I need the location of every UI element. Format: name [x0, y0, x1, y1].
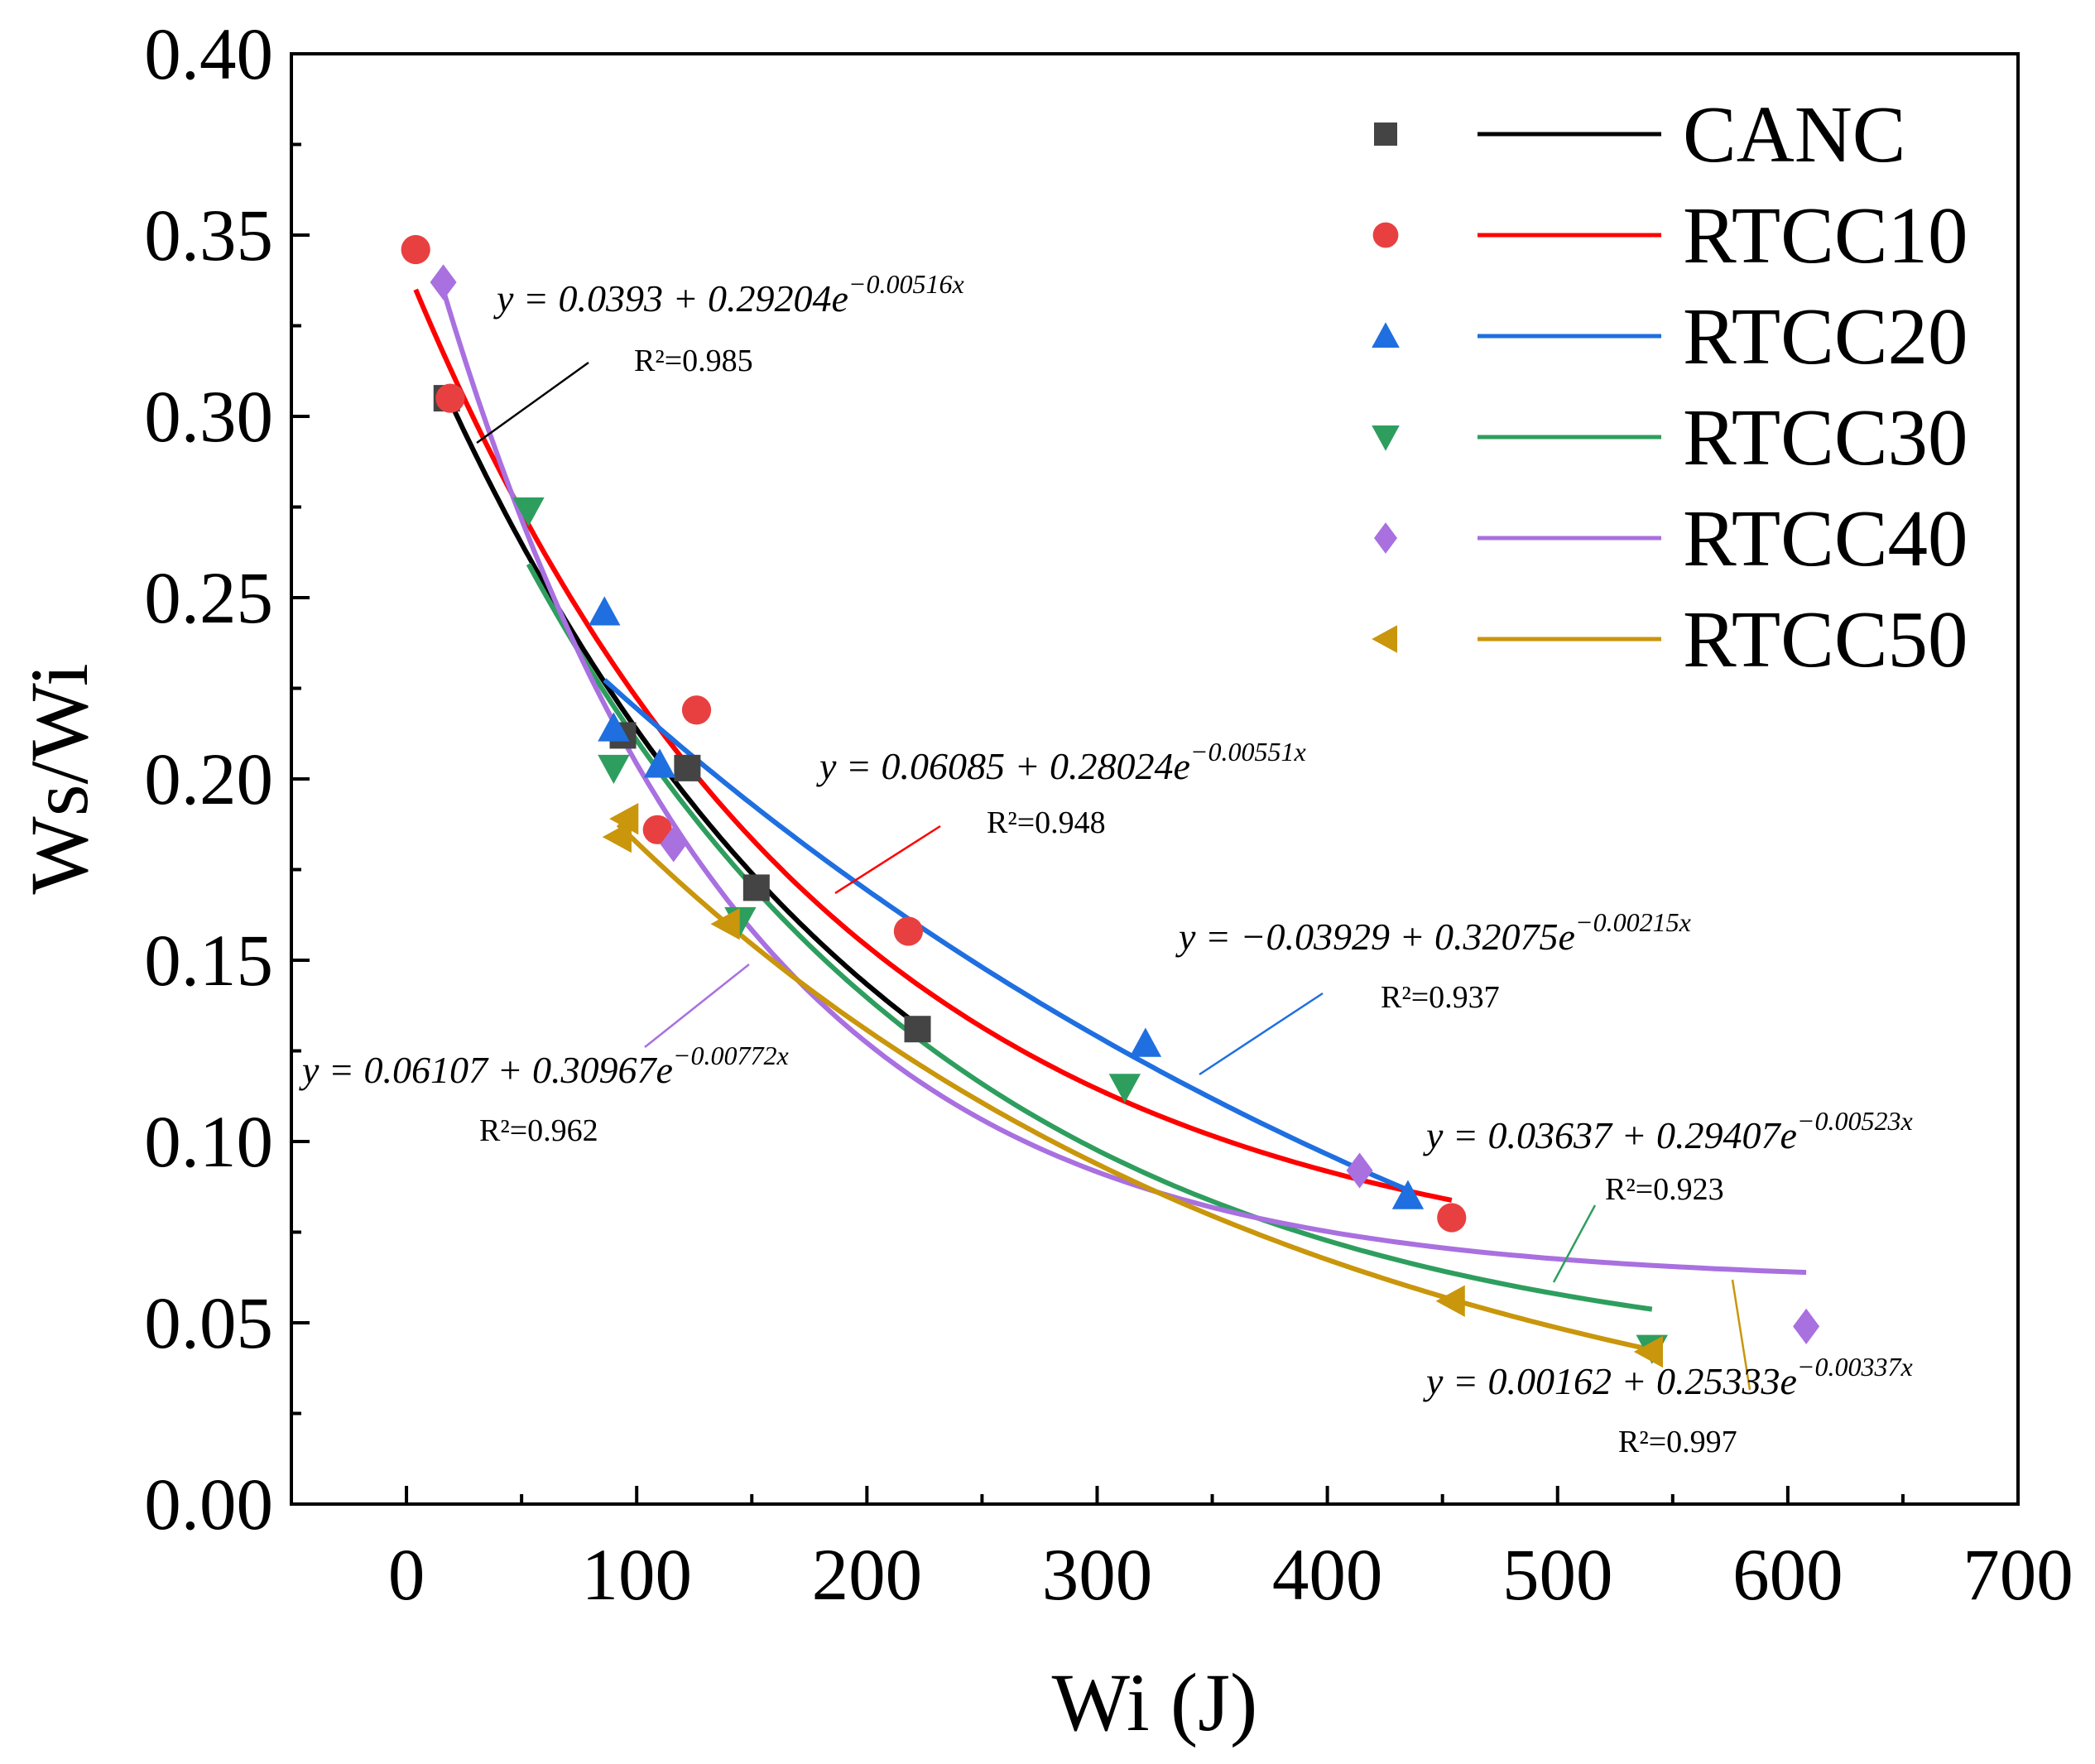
data-point-rtcc40	[1346, 1152, 1373, 1189]
fit-equation-rtcc20: y = −0.03929 + 0.32075e−0.00215x	[1175, 907, 1691, 958]
fit-curve-rtcc50	[616, 822, 1651, 1353]
legend-label-rtcc50: RTCC50	[1683, 595, 1968, 684]
data-point-rtcc20	[1391, 1180, 1425, 1209]
legend-marker-rtcc10	[1372, 222, 1399, 248]
y-tick-label: 0.25	[144, 558, 273, 639]
y-tick-label: 0.05	[144, 1283, 273, 1364]
fit-r2-canc: R²=0.985	[634, 344, 753, 378]
y-tick-label: 0.40	[144, 14, 273, 95]
fit-curve-rtcc20	[603, 678, 1410, 1193]
legend-marker-rtcc30	[1372, 425, 1400, 451]
legend-label-rtcc40: RTCC40	[1683, 494, 1968, 583]
fit-annotations: y = 0.0393 + 0.29204e−0.00516x R²=0.985 y …	[299, 269, 1913, 1459]
y-tick-label: 0.15	[144, 920, 273, 1002]
data-point-rtcc40	[430, 264, 457, 300]
fit-equation-rtcc30: y = 0.03637 + 0.29407e−0.00523x	[1423, 1106, 1913, 1156]
data-point-rtcc10	[1437, 1203, 1467, 1233]
y-tick-label: 0.20	[144, 739, 273, 820]
data-point-rtcc20	[598, 712, 630, 742]
legend-label-rtcc30: RTCC30	[1683, 393, 1968, 482]
annotation-pointer-rtcc30	[1552, 1204, 1597, 1283]
y-axis-title: Ws/Wi	[13, 663, 105, 894]
fit-r2-rtcc50: R²=0.997	[1618, 1425, 1737, 1459]
fit-curves	[413, 288, 1807, 1353]
data-point-rtcc10	[435, 383, 465, 413]
fit-curve-canc	[444, 392, 920, 1027]
axis-ticks: 0 100 200 300 400 500 600 700 0.00 0.05 0.10 0.15 0.…	[144, 14, 2073, 1616]
data-point-canc	[904, 1016, 931, 1043]
fit-equation-rtcc50: y = 0.00162 + 0.25333e−0.00337x	[1423, 1352, 1913, 1402]
legend-label-canc: CANC	[1683, 90, 1906, 179]
data-point-rtcc10	[893, 916, 923, 946]
data-point-rtcc50	[1633, 1335, 1663, 1368]
data-point-rtcc30	[1108, 1074, 1141, 1103]
data-point-rtcc40	[660, 826, 687, 863]
legend-marker-canc	[1374, 123, 1397, 146]
legend-marker-rtcc20	[1372, 322, 1400, 348]
y-tick-label: 0.10	[144, 1102, 273, 1183]
x-tick-label: 400	[1272, 1535, 1383, 1616]
data-point-rtcc20	[589, 596, 621, 626]
data-point-rtcc10	[401, 234, 430, 265]
data-point-rtcc50	[710, 908, 740, 940]
data-point-rtcc30	[598, 754, 630, 785]
data-point-rtcc50	[609, 802, 639, 835]
data-point-rtcc10	[642, 815, 672, 844]
x-tick-label: 0	[388, 1535, 425, 1616]
legend-label-rtcc20: RTCC20	[1683, 292, 1968, 381]
y-tick-label: 0.30	[144, 377, 273, 458]
data-point-rtcc40	[1793, 1308, 1820, 1344]
fit-r2-rtcc10: R²=0.948	[987, 805, 1106, 840]
legend: CANC RTCC10 RTCC20 RTCC30 RTCC40 RTCC50	[1372, 90, 1968, 684]
fit-r2-rtcc30: R²=0.923	[1605, 1172, 1724, 1207]
data-points	[401, 234, 1820, 1368]
data-point-rtcc50	[1435, 1285, 1465, 1317]
fit-equation-rtcc10: y = 0.06085 + 0.28024e−0.00551x	[816, 737, 1306, 787]
legend-marker-rtcc40	[1374, 522, 1397, 554]
x-tick-label: 700	[1963, 1535, 2073, 1616]
y-tick-label: 0.00	[144, 1464, 273, 1545]
fit-curve-rtcc40	[440, 289, 1807, 1276]
x-tick-label: 600	[1732, 1535, 1843, 1616]
data-point-canc	[674, 754, 701, 781]
data-point-rtcc10	[681, 695, 712, 725]
annotation-pointer-rtcc50	[1731, 1279, 1751, 1391]
fit-r2-rtcc20: R²=0.937	[1381, 980, 1500, 1015]
data-point-rtcc30	[512, 497, 545, 527]
annotation-pointer-rtcc20	[1199, 992, 1324, 1076]
legend-marker-rtcc50	[1372, 625, 1397, 653]
x-tick-label: 100	[581, 1535, 692, 1616]
annotation-pointer-canc	[476, 361, 589, 445]
fit-equation-canc: y = 0.0393 + 0.29204e−0.00516x	[493, 269, 964, 320]
annotation-pointer-rtcc10	[834, 824, 941, 895]
x-tick-label: 500	[1502, 1535, 1613, 1616]
data-point-rtcc50	[602, 820, 632, 853]
fit-curve-rtcc10	[413, 288, 1453, 1203]
legend-label-rtcc10: RTCC10	[1683, 191, 1968, 280]
data-point-rtcc20	[1129, 1027, 1162, 1057]
fit-equation-rtcc40: y = 0.06107 + 0.30967e−0.00772x	[299, 1041, 789, 1091]
x-tick-label: 300	[1042, 1535, 1153, 1616]
fit-curve-rtcc30	[526, 563, 1653, 1312]
data-point-rtcc20	[643, 748, 676, 778]
annotation-pointer-rtcc40	[644, 964, 750, 1048]
y-tick-label: 0.35	[144, 195, 273, 276]
x-axis-title: Wi (J)	[1052, 1656, 1258, 1748]
fit-r2-rtcc40: R²=0.962	[479, 1113, 598, 1148]
data-point-canc	[742, 874, 770, 901]
x-tick-label: 200	[812, 1535, 923, 1616]
